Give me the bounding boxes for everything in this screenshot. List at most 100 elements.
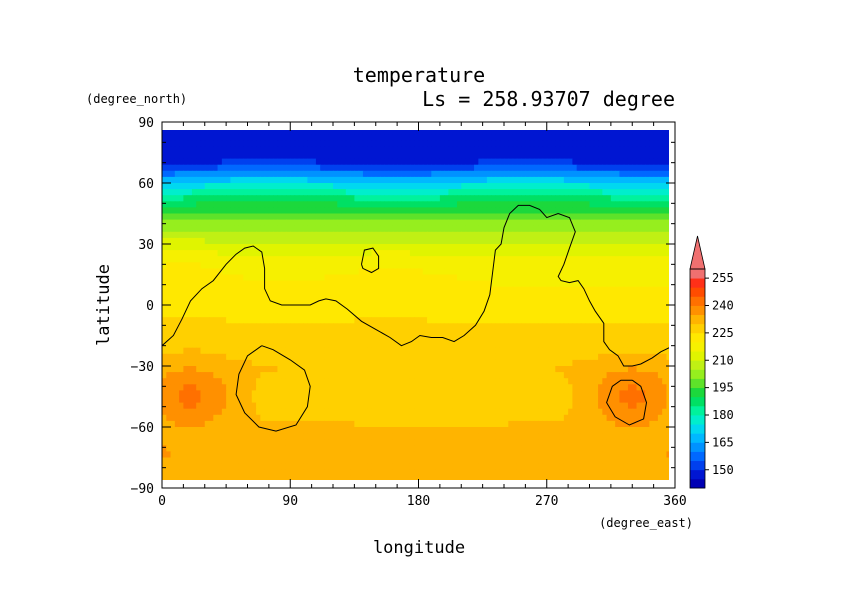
- field-cell: [623, 378, 629, 385]
- field-cell: [256, 195, 261, 202]
- field-cell: [217, 274, 223, 282]
- field-cell: [542, 183, 548, 190]
- field-cell: [666, 244, 669, 251]
- field-cell: [525, 256, 531, 263]
- field-cell: [529, 353, 535, 361]
- field-cell: [546, 134, 552, 141]
- field-cell: [559, 305, 565, 312]
- field-cell: [187, 305, 193, 312]
- field-cell: [563, 183, 569, 190]
- field-cell: [504, 292, 509, 300]
- field-cell: [281, 366, 287, 373]
- field-cell: [384, 353, 390, 361]
- field-cell: [273, 335, 279, 343]
- field-cell: [542, 231, 548, 239]
- field-cell: [367, 256, 373, 263]
- field-cell: [170, 256, 176, 263]
- field-cell: [456, 353, 462, 361]
- field-cell: [345, 195, 351, 202]
- field-cell: [251, 292, 257, 300]
- field-cell: [576, 256, 582, 263]
- field-cell: [576, 231, 582, 239]
- field-cell: [273, 140, 279, 147]
- field-cell: [260, 335, 266, 343]
- field-cell: [226, 219, 232, 227]
- field-cell: [456, 292, 462, 300]
- field-cell: [576, 219, 582, 227]
- field-cell: [256, 353, 261, 361]
- field-cell: [200, 286, 206, 294]
- field-cell: [525, 146, 531, 154]
- field-cell: [174, 280, 180, 288]
- field-cell: [285, 164, 291, 172]
- field-cell: [504, 244, 509, 251]
- field-cell: [576, 183, 582, 190]
- field-cell: [234, 183, 240, 190]
- field-cell: [435, 311, 441, 318]
- field-cell: [444, 347, 450, 355]
- field-cell: [491, 317, 497, 324]
- field-cell: [362, 183, 368, 190]
- field-cell: [187, 176, 193, 184]
- field-cell: [521, 262, 526, 269]
- field-cell: [409, 201, 415, 208]
- field-cell: [580, 353, 586, 361]
- field-cell: [563, 353, 569, 361]
- field-cell: [474, 164, 479, 172]
- field-cell: [632, 231, 638, 239]
- field-cell: [307, 170, 313, 178]
- field-cell: [401, 292, 407, 300]
- field-cell: [632, 329, 638, 337]
- field-cell: [303, 317, 308, 324]
- field-cell: [183, 244, 189, 251]
- field-cell: [298, 237, 304, 245]
- field-cell: [615, 378, 621, 385]
- field-cell: [431, 292, 437, 300]
- field-cell: [533, 195, 539, 202]
- field-cell: [392, 250, 398, 257]
- field-cell: [418, 280, 424, 288]
- field-cell: [217, 195, 223, 202]
- field-cell: [170, 225, 176, 233]
- field-cell: [183, 329, 189, 337]
- field-cell: [311, 274, 317, 282]
- field-cell: [427, 201, 432, 208]
- field-cell: [619, 146, 625, 154]
- field-cell: [627, 347, 633, 355]
- field-cell: [320, 341, 326, 349]
- field-cell: [452, 353, 458, 361]
- field-cell: [427, 305, 432, 312]
- field-cell: [619, 213, 625, 221]
- field-cell: [290, 140, 296, 147]
- field-cell: [209, 146, 214, 154]
- field-cell: [392, 372, 398, 379]
- field-cell: [328, 347, 334, 355]
- field-cell: [568, 274, 574, 282]
- field-cell: [311, 292, 317, 300]
- field-cell: [568, 146, 574, 154]
- field-cell: [320, 134, 326, 141]
- field-cell: [247, 335, 253, 343]
- field-cell: [166, 130, 172, 135]
- field-cell: [563, 146, 569, 154]
- field-cell: [598, 353, 603, 361]
- field-cell: [187, 170, 193, 178]
- field-cell: [264, 323, 270, 330]
- field-cell: [482, 280, 488, 288]
- field-cell: [179, 195, 184, 202]
- field-cell: [328, 207, 334, 215]
- field-cell: [602, 158, 608, 166]
- field-cell: [311, 207, 317, 215]
- field-cell: [525, 201, 531, 208]
- field-cell: [213, 170, 219, 178]
- field-cell: [341, 341, 347, 349]
- field-cell: [320, 183, 326, 190]
- field-cell: [273, 231, 279, 239]
- field-cell: [345, 231, 351, 239]
- field-cell: [166, 176, 172, 184]
- field-cell: [354, 219, 360, 227]
- field-cell: [585, 347, 591, 355]
- field-cell: [422, 183, 428, 190]
- field-cell: [555, 237, 561, 245]
- field-cell: [491, 183, 497, 190]
